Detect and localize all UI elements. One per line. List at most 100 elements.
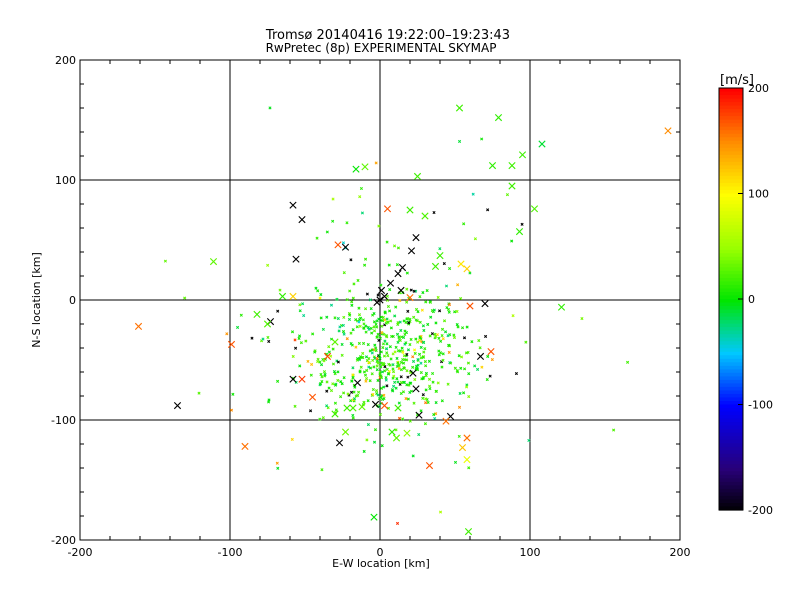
data-cross-stroke xyxy=(397,286,405,294)
data-dot-cross xyxy=(318,360,322,364)
colorbar-segment xyxy=(719,235,743,240)
data-dot-cross xyxy=(459,366,463,370)
data-dot-cross xyxy=(358,324,362,328)
colorbar-segment xyxy=(719,372,743,377)
data-dot-cross xyxy=(298,309,302,313)
data-dot-cross xyxy=(404,396,408,401)
data-dot-cross xyxy=(375,356,379,361)
data-dot-cross xyxy=(325,315,329,319)
data-dot-cross xyxy=(453,366,457,370)
data-dot-cross xyxy=(447,343,451,347)
data-dot-cross xyxy=(349,258,353,262)
data-dot-cross xyxy=(388,309,392,313)
data-dot-cross xyxy=(467,466,471,470)
data-cross-stroke xyxy=(331,338,339,346)
data-cross-stroke xyxy=(380,402,389,410)
data-dot-cross xyxy=(457,434,461,438)
data-dot-cross xyxy=(399,368,403,372)
data-dot-cross xyxy=(428,334,432,338)
colorbar-segment xyxy=(719,249,743,254)
data-dot-cross xyxy=(302,313,306,318)
data-dot-cross xyxy=(392,374,396,378)
data-dot-cross xyxy=(366,399,370,403)
data-dot-cross xyxy=(411,454,415,458)
data-dot-cross xyxy=(401,390,406,394)
data-dot-cross xyxy=(354,345,358,349)
data-dot-cross xyxy=(183,296,187,300)
data-dot-cross xyxy=(433,416,437,421)
data-dot-cross xyxy=(197,391,201,395)
data-dot-cross xyxy=(364,324,368,328)
data-dot-cross xyxy=(383,311,387,315)
data-cross-stroke xyxy=(289,201,297,209)
data-dot-cross xyxy=(428,300,433,304)
data-dot-cross xyxy=(314,286,318,290)
data-dot-cross xyxy=(299,341,303,345)
data-cross-stroke xyxy=(455,104,464,112)
data-dot-cross xyxy=(434,389,438,393)
data-dot-cross xyxy=(417,432,421,437)
data-dot-cross xyxy=(446,382,450,386)
data-dot-cross xyxy=(425,397,429,402)
colorbar-segment xyxy=(719,211,743,216)
data-dot-cross xyxy=(398,338,402,343)
data-dot-cross xyxy=(350,379,354,383)
data-dot-cross xyxy=(431,380,435,384)
data-dot-cross xyxy=(363,257,368,261)
data-dot-cross xyxy=(421,324,425,328)
colorbar-segment xyxy=(719,239,743,244)
x-tick-label: -100 xyxy=(218,546,243,559)
data-dot-cross xyxy=(471,192,475,196)
data-dot-cross xyxy=(406,316,410,321)
data-dot-cross xyxy=(476,367,480,372)
data-dot-cross xyxy=(413,377,417,382)
data-dot-cross xyxy=(367,365,371,369)
data-dot-cross xyxy=(399,380,403,385)
data-cross-stroke xyxy=(508,162,516,170)
colorbar-segment xyxy=(719,277,743,283)
data-dot-cross xyxy=(434,412,438,416)
colorbar-segment xyxy=(719,204,743,209)
data-dot-cross xyxy=(348,313,352,317)
data-dot-cross xyxy=(433,332,437,336)
data-dot-cross xyxy=(434,334,438,338)
data-dot-cross xyxy=(321,327,325,331)
data-dot-cross xyxy=(405,287,409,291)
data-dot-cross xyxy=(356,278,360,282)
data-cross-stroke xyxy=(394,404,402,412)
data-dot-cross xyxy=(473,364,477,368)
data-dot-cross xyxy=(395,263,399,267)
data-dot-cross xyxy=(325,230,329,234)
data-cross-stroke xyxy=(371,400,380,408)
data-dot-cross xyxy=(297,334,302,338)
data-dot-cross xyxy=(413,348,417,352)
data-cross-stroke xyxy=(353,379,362,387)
colorbar-segment xyxy=(719,144,743,149)
data-cross-stroke xyxy=(487,348,495,356)
colorbar-segment xyxy=(719,98,743,103)
data-cross-stroke xyxy=(481,300,489,308)
colorbar-segment xyxy=(719,499,743,504)
data-dot-cross xyxy=(387,263,391,267)
data-cross-stroke xyxy=(466,302,474,310)
colorbar-segment xyxy=(719,411,743,416)
data-dot-cross xyxy=(320,375,324,379)
data-dot-cross xyxy=(375,368,379,372)
data-dot-cross xyxy=(441,352,445,356)
colorbar-segment xyxy=(719,379,743,384)
data-dot-cross xyxy=(369,366,373,370)
tick-labels: -200 -100 0 100 200 -200 -100 0 100 200 xyxy=(51,54,690,559)
data-cross-stroke xyxy=(358,403,366,411)
data-dot-cross xyxy=(380,444,384,448)
data-dot-cross xyxy=(468,271,472,275)
data-dot-cross xyxy=(460,355,464,359)
data-dot-cross xyxy=(319,316,323,320)
data-dot-cross xyxy=(365,438,369,442)
colorbar-segment xyxy=(719,446,743,451)
data-dot-cross xyxy=(392,384,396,388)
data-cross-stroke xyxy=(412,385,420,393)
data-dot-cross xyxy=(370,351,374,355)
data-dot-cross xyxy=(375,325,379,329)
data-dot-cross xyxy=(405,300,409,304)
data-dot-cross xyxy=(385,384,389,388)
